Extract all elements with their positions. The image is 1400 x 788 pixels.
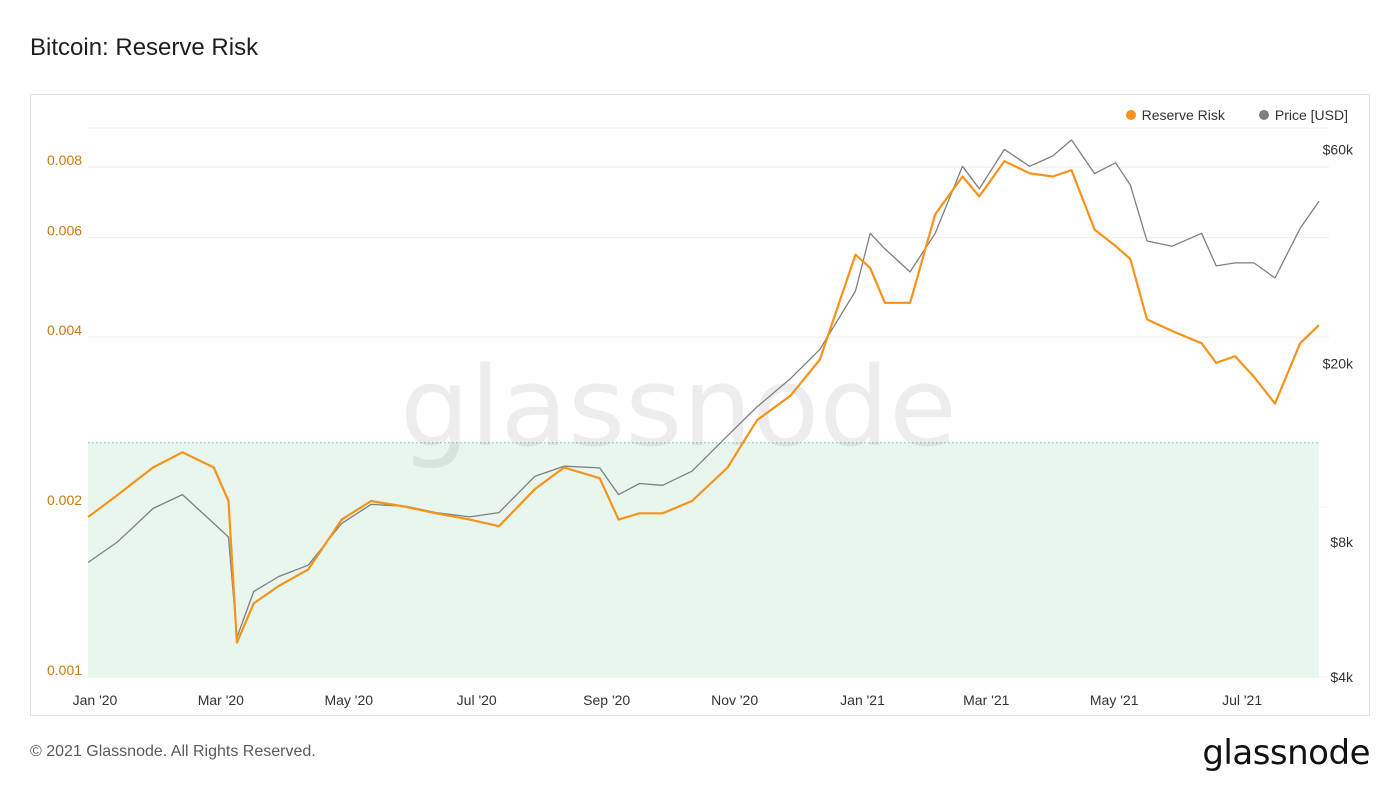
glassnode-logo[interactable]: glassnode bbox=[1202, 733, 1370, 773]
legend-price[interactable]: Price [USD] bbox=[1258, 107, 1348, 123]
x-tick-label: Sep '20 bbox=[583, 692, 630, 708]
chart-legend: Reserve Risk Price [USD] bbox=[1125, 107, 1348, 123]
x-tick-label: May '21 bbox=[1090, 692, 1139, 708]
price-series-line bbox=[87, 139, 1320, 639]
chart-frame: glassnode 0.001 0.002 0.004 0.006 0.008 $4k $8k… bbox=[30, 94, 1370, 716]
x-tick-label: Jul '20 bbox=[457, 692, 497, 708]
x-tick-label: Nov '20 bbox=[711, 692, 758, 708]
y-right-tick-label: $4k bbox=[1330, 669, 1354, 685]
chart-title: Bitcoin: Reserve Risk bbox=[30, 34, 259, 61]
chart-canvas: glassnode 0.001 0.002 0.004 0.006 0.008 $4k $8k… bbox=[47, 127, 1354, 708]
y-right-tick-label: $20k bbox=[1323, 355, 1354, 371]
price-legend-dot bbox=[1258, 110, 1269, 120]
legend-reserve-risk[interactable]: Reserve Risk bbox=[1125, 107, 1225, 123]
x-tick-label: Mar '20 bbox=[198, 692, 244, 708]
y-right-tick-label: $8k bbox=[1330, 534, 1354, 550]
x-tick-label: Jan '20 bbox=[73, 692, 118, 708]
y-left-tick-label: 0.001 bbox=[47, 662, 82, 678]
legend-reserve-risk-label: Reserve Risk bbox=[1141, 107, 1225, 123]
x-tick-label: Mar '21 bbox=[963, 692, 1009, 708]
y-left-tick-label: 0.002 bbox=[47, 492, 82, 508]
y-left-tick-label: 0.004 bbox=[47, 322, 82, 338]
y-right-tick-label: $60k bbox=[1323, 141, 1354, 157]
copyright-footer: © 2021 Glassnode. All Rights Reserved. bbox=[30, 743, 316, 760]
x-tick-label: May '20 bbox=[324, 692, 373, 708]
y-left-tick-label: 0.006 bbox=[47, 223, 82, 239]
x-tick-label: Jan '21 bbox=[840, 692, 885, 708]
watermark: glassnode bbox=[400, 343, 957, 471]
legend-price-label: Price [USD] bbox=[1274, 107, 1348, 123]
reserve-risk-series-line bbox=[87, 159, 1320, 644]
y-left-tick-label: 0.008 bbox=[47, 152, 82, 168]
reserve-risk-legend-dot bbox=[1125, 110, 1136, 120]
x-tick-label: Jul '21 bbox=[1222, 692, 1262, 708]
green-zone bbox=[88, 442, 1319, 677]
